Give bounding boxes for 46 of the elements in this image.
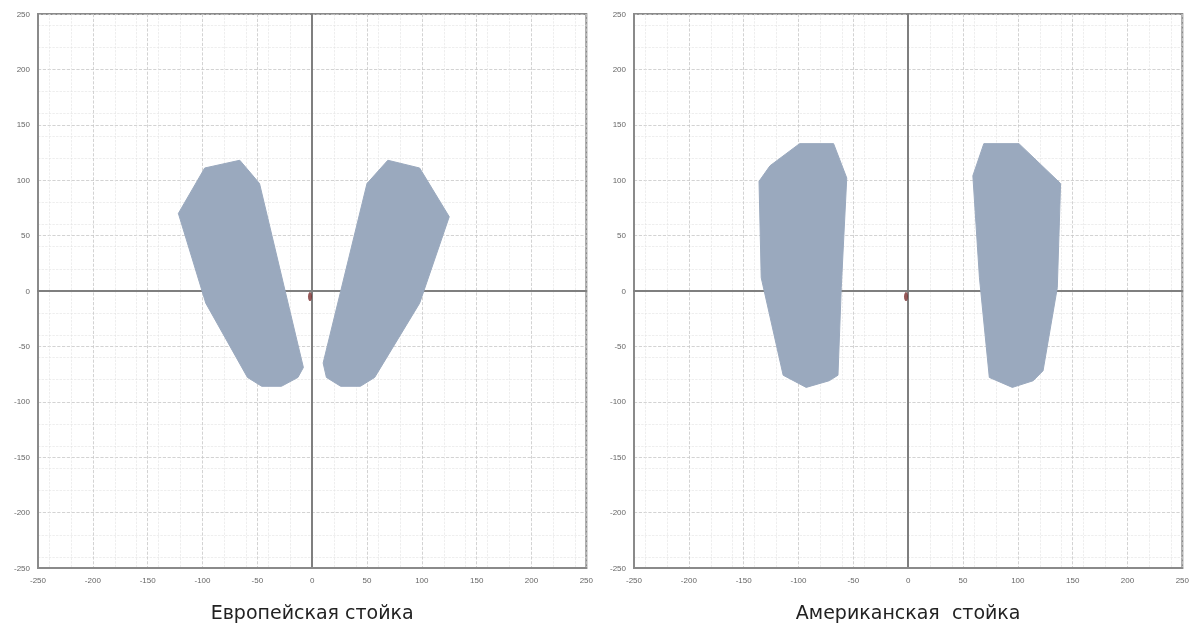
y-tick-label: 150: [612, 120, 627, 130]
y-tick-label: 0: [621, 286, 627, 296]
y-tick-label: 150: [16, 120, 31, 130]
x-tick-label: 150: [469, 575, 484, 585]
x-tick-label: 0: [905, 575, 911, 585]
y-tick-label: 100: [612, 175, 627, 185]
y-tick-label: 50: [617, 231, 627, 241]
x-tick-label: 50: [362, 575, 372, 585]
x-tick-label: 50: [958, 575, 968, 585]
x-tick-label: 150: [1065, 575, 1080, 585]
y-tick-label: -150: [609, 452, 627, 462]
x-tick-label: 100: [1011, 575, 1026, 585]
x-tick-label: -150: [139, 575, 157, 585]
x-axis-title: Американская стойка: [795, 600, 1021, 623]
x-tick-label: -250: [29, 575, 47, 585]
x-tick-label: 250: [579, 575, 594, 585]
y-tick-label: 0: [25, 286, 31, 296]
x-tick-label: -50: [847, 575, 860, 585]
x-tick-label: -250: [625, 575, 643, 585]
y-tick-label: 100: [16, 175, 31, 185]
y-tick-label: -100: [13, 397, 31, 407]
x-tick-label: 200: [524, 575, 539, 585]
y-tick-label: -250: [13, 563, 31, 573]
x-tick-label: -50: [251, 575, 264, 585]
y-tick-label: 250: [612, 9, 627, 19]
x-tick-label: -150: [735, 575, 753, 585]
x-axis-title: Европейская стойка: [210, 600, 414, 623]
x-tick-label: 0: [309, 575, 315, 585]
y-tick-label: 50: [21, 231, 31, 241]
y-tick-label: 200: [612, 64, 627, 74]
x-tick-label: 100: [415, 575, 430, 585]
y-tick-label: 250: [16, 9, 31, 19]
y-tick-label: -50: [18, 341, 31, 351]
y-tick-label: -100: [609, 397, 627, 407]
y-tick-label: -50: [614, 341, 627, 351]
x-tick-label: -200: [84, 575, 102, 585]
x-tick-label: 250: [1175, 575, 1190, 585]
y-tick-label: -200: [13, 508, 31, 518]
y-tick-label: -250: [609, 563, 627, 573]
x-tick-label: -100: [790, 575, 808, 585]
y-tick-label: -150: [13, 452, 31, 462]
y-tick-label: -200: [609, 508, 627, 518]
x-tick-label: 200: [1120, 575, 1135, 585]
y-tick-label: 200: [16, 64, 31, 74]
x-tick-label: -100: [194, 575, 212, 585]
x-tick-label: -200: [680, 575, 698, 585]
